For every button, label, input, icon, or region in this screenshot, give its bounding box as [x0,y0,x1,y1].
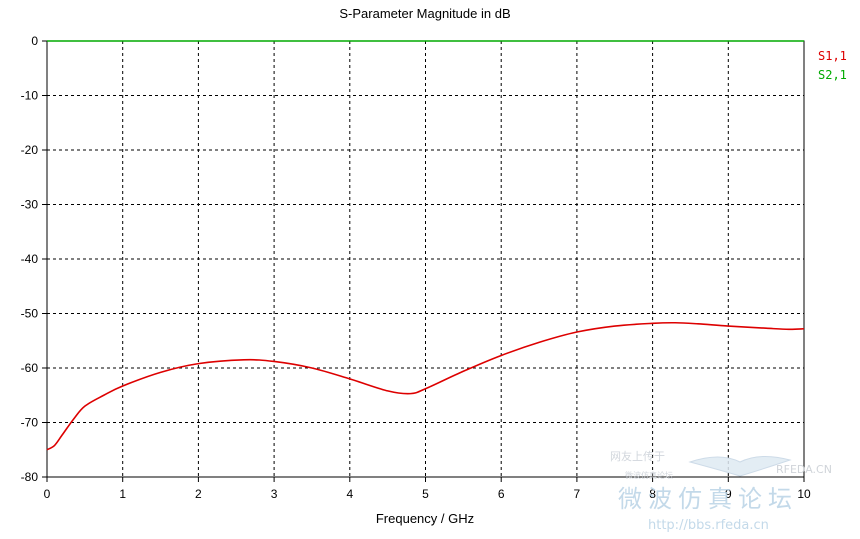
x-tick-label: 6 [498,487,505,501]
y-tick-label: -80 [21,470,39,484]
y-tick-label: -50 [21,307,39,321]
x-tick-label: 10 [797,487,811,501]
x-tick-label: 0 [44,487,51,501]
x-axis-label: Frequency / GHz [376,511,474,526]
watermark-url: http://bbs.rfeda.cn [648,518,769,533]
x-axis-tick-labels: 0 1 2 3 4 5 6 7 8 9 10 [44,477,811,501]
watermark-small-top: 网友上传于 [610,449,665,463]
x-tick-label: 3 [271,487,278,501]
watermark: 网友上传于 微波仿真论坛 RFEDA.CN 微波仿真论坛 http://bbs.… [610,449,832,533]
y-tick-label: -10 [21,89,39,103]
watermark-wings-graphic [688,456,792,477]
y-tick-label: -30 [21,198,39,212]
y-tick-label: -20 [21,143,39,157]
x-tick-label: 9 [725,487,732,501]
legend-entry: S2,1 [818,68,847,82]
x-tick-label: 5 [422,487,429,501]
y-tick-label: 0 [31,34,38,48]
watermark-small-bottom: 微波仿真论坛 [625,470,673,480]
legend-entry: S1,1 [818,49,847,63]
gridlines [47,41,804,477]
x-tick-label: 2 [195,487,202,501]
x-tick-label: 1 [119,487,126,501]
y-tick-label: -60 [21,361,39,375]
x-tick-label: 8 [649,487,656,501]
legend: S1,1 S2,1 [818,49,847,82]
y-tick-label: -70 [21,416,39,430]
watermark-site: RFEDA.CN [776,463,832,476]
x-tick-label: 7 [574,487,581,501]
x-tick-label: 4 [346,487,353,501]
series-line-1 [46,321,805,451]
chart-title: S-Parameter Magnitude in dB [339,6,510,21]
series-layer [46,40,805,451]
y-axis-tick-labels: 0 -10 -20 -30 -40 -50 -60 -70 -80 [21,34,47,484]
watermark-forum-name: 微波仿真论坛 [618,485,798,513]
y-tick-label: -40 [21,252,39,266]
